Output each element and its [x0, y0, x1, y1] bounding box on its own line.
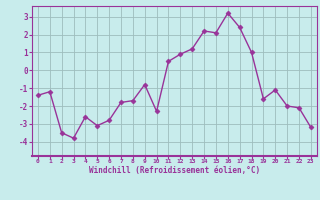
X-axis label: Windchill (Refroidissement éolien,°C): Windchill (Refroidissement éolien,°C): [89, 166, 260, 175]
